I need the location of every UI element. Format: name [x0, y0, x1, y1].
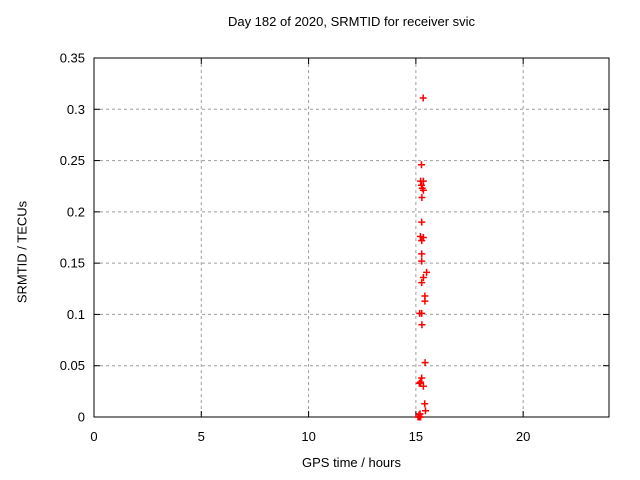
data-point-marker — [415, 379, 423, 387]
data-point-marker — [419, 186, 427, 194]
y-tick-label: 0.3 — [67, 102, 85, 117]
x-tick-label: 10 — [301, 429, 315, 444]
data-point-marker — [419, 382, 427, 390]
x-tick-label: 15 — [409, 429, 423, 444]
x-tick-label: 20 — [516, 429, 530, 444]
data-point-marker — [418, 237, 426, 245]
x-axis-label: GPS time / hours — [302, 455, 401, 470]
data-point-marker — [418, 279, 426, 287]
data-point-marker — [417, 378, 425, 386]
data-point-marker — [418, 374, 426, 382]
y-tick-label: 0.1 — [67, 307, 85, 322]
data-point-marker — [418, 257, 426, 265]
y-tick-label: 0.15 — [60, 256, 85, 271]
x-tick-label: 5 — [198, 429, 205, 444]
y-tick-label: 0.25 — [60, 153, 85, 168]
data-point-marker — [418, 194, 426, 201]
data-point-marker — [421, 297, 429, 305]
y-tick-label: 0.2 — [67, 204, 85, 219]
data-point-marker — [417, 413, 425, 421]
data-point-marker — [418, 181, 425, 189]
data-point-marker — [418, 161, 425, 169]
x-tick-label: 0 — [90, 429, 97, 444]
y-tick-label: 0 — [78, 410, 85, 425]
data-point-marker — [418, 309, 426, 317]
y-axis-label: SRMTID / TECUs — [14, 200, 30, 304]
data-point-marker — [421, 400, 429, 408]
data-point-marker — [422, 407, 429, 415]
y-tick-label: 0.35 — [60, 51, 85, 66]
data-point-marker — [419, 274, 427, 281]
data-point-marker — [418, 250, 426, 258]
y-tick-label: 0.05 — [60, 358, 85, 373]
data-point-marker — [423, 268, 431, 276]
data-point-marker — [418, 218, 426, 226]
data-point-marker — [419, 94, 427, 102]
chart-title: Day 182 of 2020, SRMTID for receiver svi… — [227, 14, 476, 29]
data-point-marker — [421, 359, 429, 367]
data-point-marker — [419, 177, 427, 185]
data-point-marker — [418, 321, 426, 329]
plot-border — [93, 57, 610, 418]
